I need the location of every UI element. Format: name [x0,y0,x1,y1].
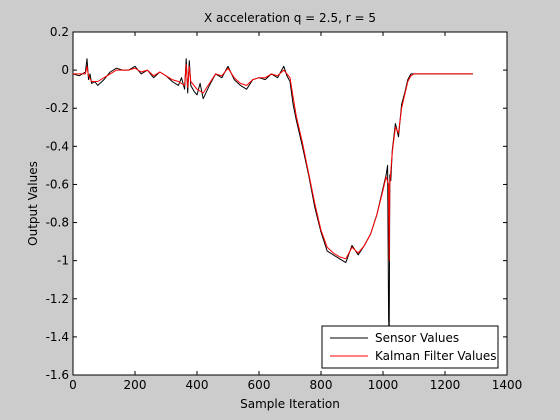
series-layer [72,58,473,338]
x-tick-label: 800 [310,378,333,392]
legend-label-sensor: Sensor Values [375,331,459,345]
x-tick-label: 1200 [430,378,461,392]
x-tick-label: 1400 [492,378,523,392]
sensor-values-line [72,58,473,338]
y-tick-label: -0.2 [46,101,69,115]
y-tick-label: -0.4 [46,139,69,153]
y-axis-label: Output Values [26,161,40,246]
x-tick-label: 600 [248,378,271,392]
x-tick-label: 1000 [368,378,399,392]
x-tick-label: 0 [69,378,77,392]
x-tick-label: 400 [186,378,209,392]
y-tick-label: -1.6 [46,368,69,382]
x-tick-label: 200 [124,378,147,392]
kalman-filter-line [73,63,473,262]
chart-title: X acceleration q = 2.5, r = 5 [204,11,376,25]
y-tick-label: 0.2 [50,25,69,39]
plot-area [72,31,508,376]
y-tick-label: -1 [57,254,69,268]
x-axis-ticks: 0 200 400 600 800 1000 1200 1400 [69,32,522,392]
x-axis-label: Sample Iteration [240,397,340,411]
y-tick-label: -0.6 [46,177,69,191]
y-tick-label: -1.4 [46,330,69,344]
y-tick-label: -1.2 [46,292,69,306]
y-axis-ticks: -1.6 -1.4 -1.2 -1 -0.8 -0.6 -0.4 -0.2 0 0.2 [46,25,507,382]
y-tick-label: 0 [61,63,69,77]
y-tick-label: -0.8 [46,216,69,230]
legend-label-kalman: Kalman Filter Values [375,349,497,363]
legend-box [321,325,499,369]
legend: Sensor Values Kalman Filter Values [321,325,499,369]
